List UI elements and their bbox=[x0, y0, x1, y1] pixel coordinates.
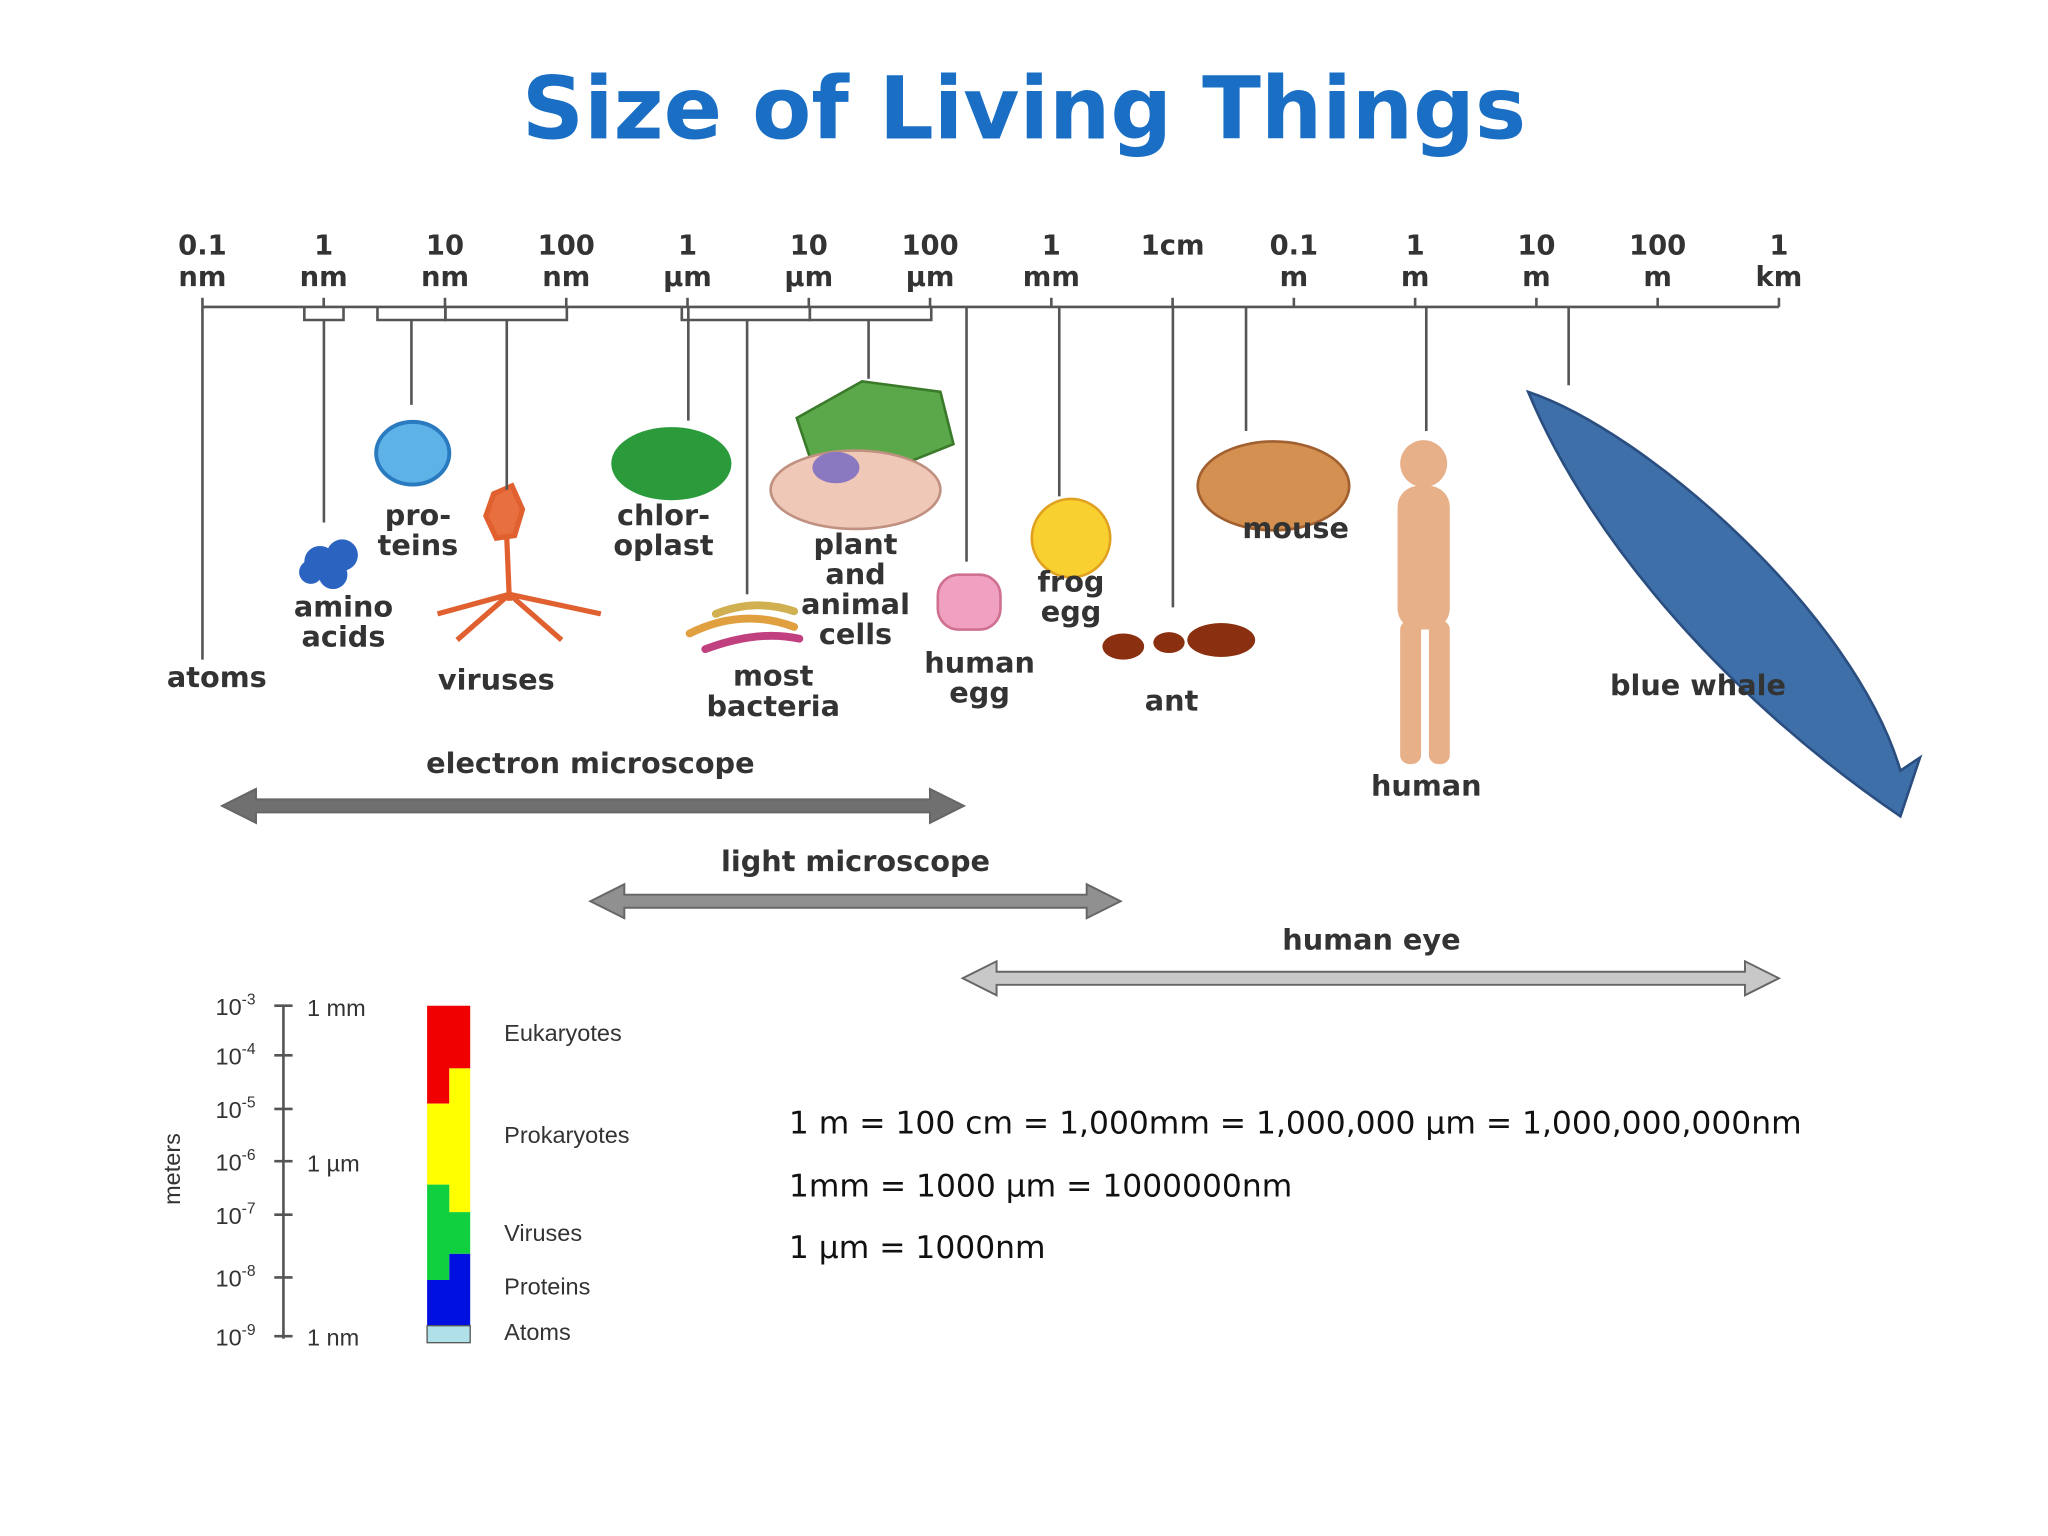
organism-label: mouse bbox=[1242, 511, 1349, 545]
organism-label: oplast bbox=[613, 528, 714, 562]
exponent-power: -5 bbox=[242, 1095, 256, 1112]
scale-unit: µm bbox=[784, 262, 833, 293]
organism-label: plant bbox=[814, 527, 898, 561]
inset-exponent-label: 10-5 bbox=[216, 1095, 256, 1123]
inset-group-label: Prokaryotes bbox=[504, 1122, 629, 1148]
scale-number: 1 bbox=[678, 231, 697, 262]
inset-group-label: Eukaryotes bbox=[504, 1020, 622, 1046]
organism-label: and bbox=[825, 557, 885, 591]
exponent-base: 10 bbox=[216, 1097, 242, 1123]
scale-number: 100 bbox=[1629, 231, 1686, 262]
inset-exponent-label: 10-8 bbox=[216, 1263, 256, 1291]
scale-unit: mm bbox=[1023, 262, 1080, 293]
scale-number: 1 bbox=[1769, 231, 1788, 262]
conversion-line: 1mm = 1000 µm = 1000000nm bbox=[789, 1168, 1292, 1204]
scale-number: 1 bbox=[314, 231, 333, 262]
exponent-power: -6 bbox=[242, 1147, 256, 1164]
scale-unit: µm bbox=[906, 262, 955, 293]
range-arrow bbox=[588, 882, 1123, 920]
scale-number: 10 bbox=[1517, 231, 1555, 262]
organism-label: bacteria bbox=[706, 689, 840, 723]
scale-unit: µm bbox=[663, 262, 712, 293]
scale-number: 10 bbox=[790, 231, 828, 262]
exponent-power: -3 bbox=[242, 991, 256, 1008]
organism-label: pro- bbox=[385, 498, 451, 532]
bracket bbox=[808, 306, 933, 322]
organism-label: acids bbox=[302, 620, 386, 654]
inset-exponent-label: 10-4 bbox=[216, 1041, 256, 1069]
organism-label: ant bbox=[1145, 684, 1199, 718]
organism-label: egg bbox=[949, 676, 1010, 710]
range-label: light microscope bbox=[721, 844, 990, 878]
exponent-base: 10 bbox=[216, 1203, 242, 1229]
inset-exponent-label: 10-7 bbox=[216, 1200, 256, 1228]
illustrations bbox=[299, 380, 1923, 819]
inset-unit-label: 1 nm bbox=[307, 1324, 359, 1350]
exponent-base: 10 bbox=[216, 1324, 242, 1350]
scale-number: 1 bbox=[1406, 231, 1425, 262]
exponent-power: -9 bbox=[242, 1322, 256, 1339]
organism-label: viruses bbox=[438, 663, 555, 697]
scale-unit: m bbox=[1401, 262, 1430, 293]
organism-label: most bbox=[733, 659, 814, 693]
scale-unit: nm bbox=[421, 262, 469, 293]
scale-unit: nm bbox=[300, 262, 348, 293]
scale-number: 10 bbox=[426, 231, 464, 262]
scale-unit: m bbox=[1280, 262, 1309, 293]
range-label: electron microscope bbox=[426, 746, 754, 780]
organism-label: cells bbox=[819, 617, 892, 651]
inset-bar bbox=[426, 1005, 471, 1344]
organism-label: human bbox=[1371, 768, 1482, 802]
organism-label: animal bbox=[801, 587, 910, 621]
scale-number: 1 bbox=[1042, 231, 1061, 262]
scale-number: 100 bbox=[901, 231, 958, 262]
inset-unit-label: 1 µm bbox=[307, 1151, 360, 1177]
scale-unit: km bbox=[1756, 262, 1803, 293]
range-label: human eye bbox=[1282, 923, 1460, 957]
exponent-power: -7 bbox=[242, 1200, 256, 1217]
inset-unit-label: 1 mm bbox=[307, 995, 366, 1021]
inset-group-label: Viruses bbox=[504, 1220, 582, 1246]
organism-label: human bbox=[924, 646, 1035, 680]
exponent-base: 10 bbox=[216, 1149, 242, 1175]
organism-label: frog bbox=[1038, 565, 1105, 599]
inset-exponent-label: 10-6 bbox=[216, 1147, 256, 1175]
exponent-power: -8 bbox=[242, 1263, 256, 1280]
range-arrow bbox=[219, 787, 967, 825]
inset-group-label: Proteins bbox=[504, 1273, 590, 1299]
range-arrow bbox=[960, 959, 1782, 997]
scale-number: 0.1 bbox=[1270, 231, 1319, 262]
organism-label: amino bbox=[294, 589, 393, 623]
exponent-base: 10 bbox=[216, 1043, 242, 1069]
exponent-power: -4 bbox=[242, 1041, 256, 1058]
exponent-base: 10 bbox=[216, 1266, 242, 1292]
scale-unit: m bbox=[1522, 262, 1551, 293]
inset-axis-title: meters bbox=[159, 1133, 185, 1205]
conversion-line: 1 µm = 1000nm bbox=[789, 1230, 1046, 1266]
scale-unit: nm bbox=[178, 262, 226, 293]
scale-unit: m bbox=[1643, 262, 1672, 293]
inset-exponent-label: 10-9 bbox=[216, 1322, 256, 1350]
inset-group-label: Atoms bbox=[504, 1319, 571, 1345]
organism-label: blue whale bbox=[1610, 668, 1786, 702]
conversion-line: 1 m = 100 cm = 1,000mm = 1,000,000 µm = … bbox=[789, 1106, 1802, 1142]
scale-unit: nm bbox=[542, 262, 590, 293]
organism-label: atoms bbox=[167, 660, 267, 694]
organism-label: egg bbox=[1041, 595, 1102, 629]
scale-number: 1cm bbox=[1141, 231, 1205, 262]
inset-exponent-label: 10-3 bbox=[216, 991, 256, 1019]
scale-number: 100 bbox=[538, 231, 595, 262]
scale-number: 0.1 bbox=[178, 231, 227, 262]
organism-label: chlor- bbox=[617, 498, 710, 532]
exponent-base: 10 bbox=[216, 994, 242, 1020]
title: Size of Living Things bbox=[522, 59, 1526, 159]
organism-label: teins bbox=[378, 528, 459, 562]
